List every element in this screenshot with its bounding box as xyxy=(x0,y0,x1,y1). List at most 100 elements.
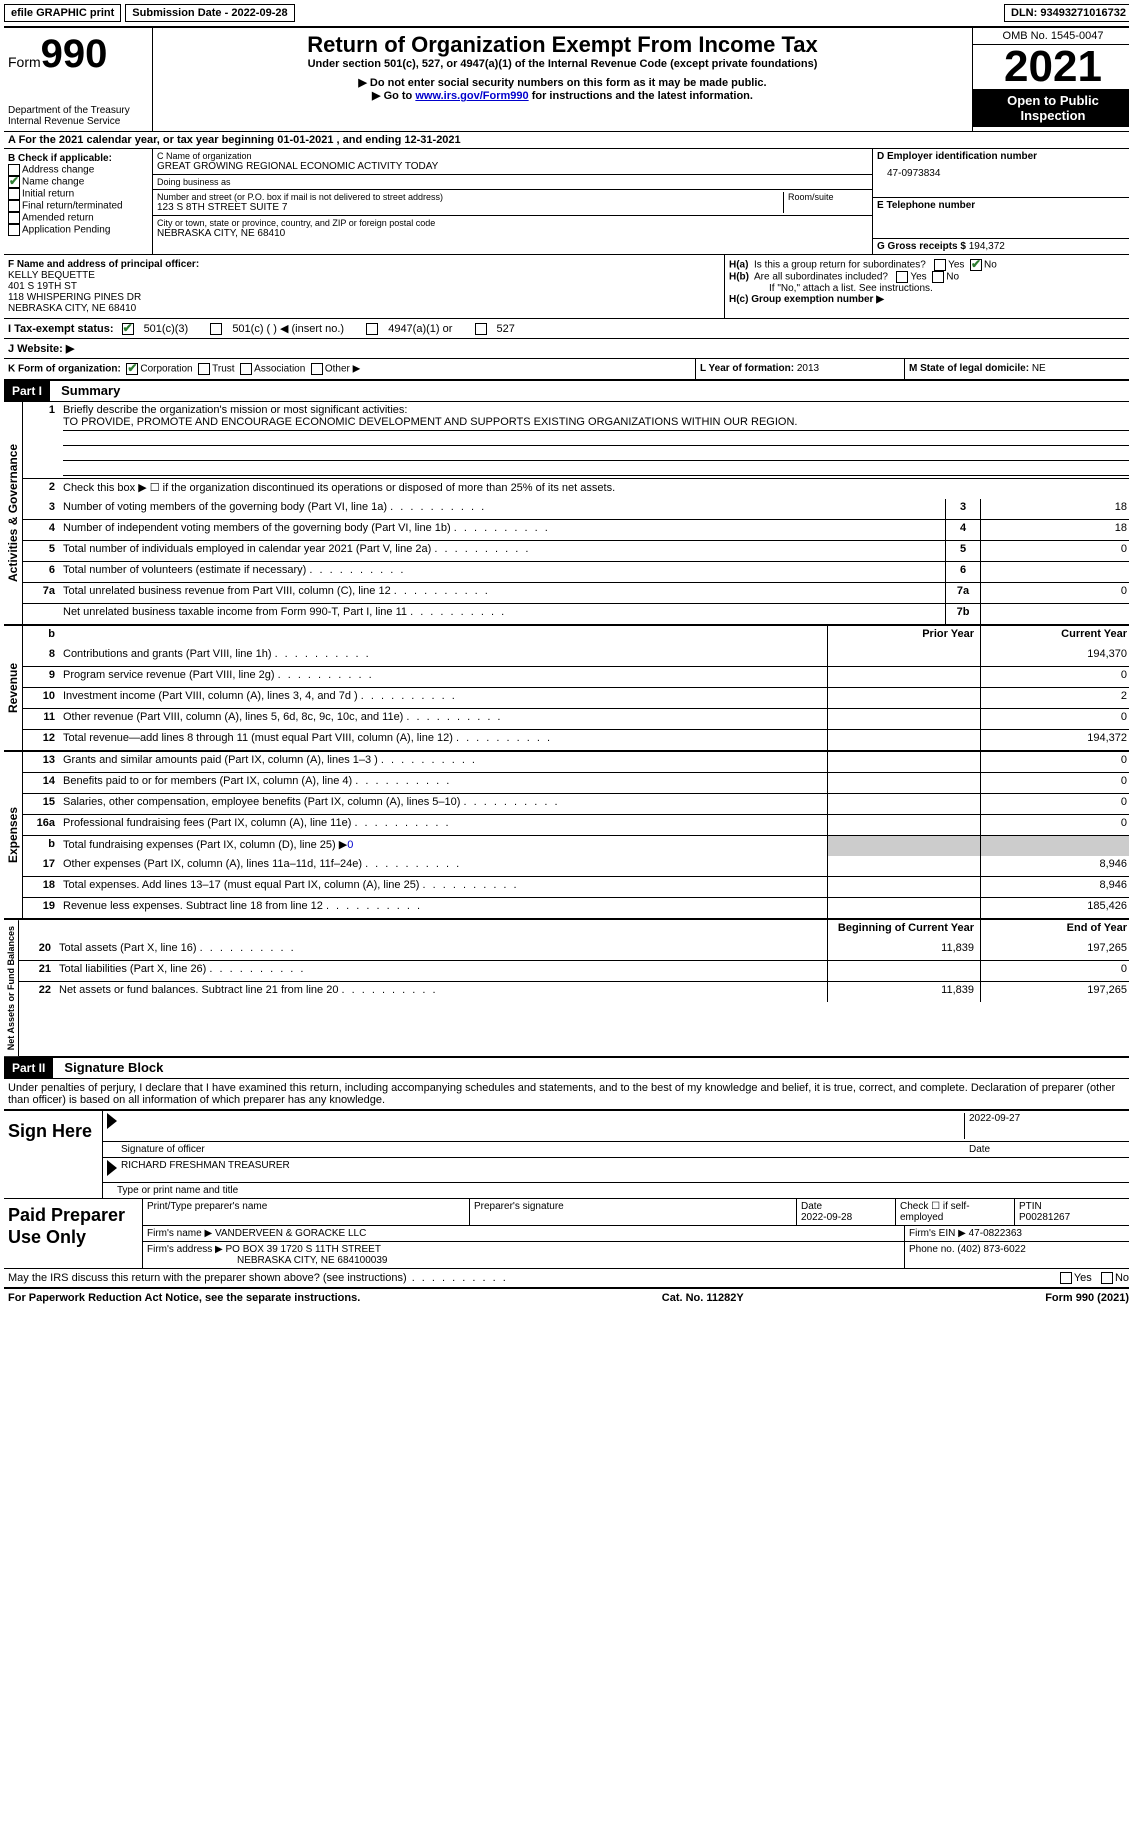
preparer-date: 2022-09-28 xyxy=(801,1212,852,1223)
sign-here-block: Sign Here 2022-09-27 Signature of office… xyxy=(4,1109,1129,1198)
chk-name-change[interactable] xyxy=(8,176,20,188)
mission-text: TO PROVIDE, PROMOTE AND ENCOURAGE ECONOM… xyxy=(63,416,1129,431)
chk-final-return[interactable] xyxy=(8,200,20,212)
summary-line: 10Investment income (Part VIII, column (… xyxy=(23,687,1129,708)
form-subtitle: Under section 501(c), 527, or 4947(a)(1)… xyxy=(161,58,964,70)
block-bcd: B Check if applicable: Address change Na… xyxy=(4,148,1129,254)
summary-line: 5Total number of individuals employed in… xyxy=(23,540,1129,561)
form-ref: Form 990 (2021) xyxy=(1045,1292,1129,1304)
vtab-expenses: Expenses xyxy=(4,752,23,918)
ein: 47-0973834 xyxy=(887,168,1129,179)
discuss-row: May the IRS discuss this return with the… xyxy=(4,1268,1129,1287)
chk-4947[interactable] xyxy=(366,323,378,335)
part-i-header: Part I Summary xyxy=(4,381,1129,401)
footer: For Paperwork Reduction Act Notice, see … xyxy=(4,1287,1129,1307)
shaded-cell xyxy=(980,836,1129,856)
ssn-note: ▶ Do not enter social security numbers o… xyxy=(161,76,964,89)
irs-label: Internal Revenue Service xyxy=(8,116,148,127)
h-a: H(a) Is this a group return for subordin… xyxy=(729,259,1129,271)
part-ii-header: Part II Signature Block xyxy=(4,1058,1129,1078)
h-b: H(b) Are all subordinates included? Yes … xyxy=(729,271,1129,283)
chk-ha-no[interactable] xyxy=(970,259,982,271)
summary-line: 13Grants and similar amounts paid (Part … xyxy=(23,752,1129,772)
chk-hb-yes[interactable] xyxy=(896,271,908,283)
ptin: P00281267 xyxy=(1019,1212,1070,1223)
form-number: Form990 xyxy=(8,32,148,77)
form-header: Form990 Department of the Treasury Inter… xyxy=(4,26,1129,131)
firm-addr1: PO BOX 39 1720 S 11TH STREET xyxy=(226,1244,381,1255)
tax-year: 2021 xyxy=(973,45,1129,89)
dln-box: DLN: 93493271016732 xyxy=(1004,4,1129,22)
row-a-calendar-year: A For the 2021 calendar year, or tax yea… xyxy=(4,131,1129,148)
chk-corp[interactable] xyxy=(126,363,138,375)
chk-527[interactable] xyxy=(475,323,487,335)
printed-name: RICHARD FRESHMAN TREASURER xyxy=(121,1160,290,1180)
summary-line: 11Other revenue (Part VIII, column (A), … xyxy=(23,708,1129,729)
row-klm: K Form of organization: Corporation Trus… xyxy=(4,358,1129,381)
summary-line: 12Total revenue—add lines 8 through 11 (… xyxy=(23,729,1129,750)
firm-ein: 47-0822363 xyxy=(969,1228,1022,1239)
gross-receipts: 194,372 xyxy=(969,241,1005,252)
arrow-icon xyxy=(107,1113,117,1129)
chk-501c3[interactable] xyxy=(122,323,134,335)
vtab-revenue: Revenue xyxy=(4,626,23,750)
irs-link[interactable]: www.irs.gov/Form990 xyxy=(415,90,528,102)
chk-trust[interactable] xyxy=(198,363,210,375)
summary-line: 7aTotal unrelated business revenue from … xyxy=(23,582,1129,603)
summary-expenses: Expenses 13Grants and similar amounts pa… xyxy=(4,752,1129,920)
summary-line: 22Net assets or fund balances. Subtract … xyxy=(19,981,1129,1002)
vtab-net-assets: Net Assets or Fund Balances xyxy=(4,920,19,1056)
summary-line: 21Total liabilities (Part X, line 26) 0 xyxy=(19,960,1129,981)
h-c: H(c) Group exemption number ▶ xyxy=(729,294,1129,305)
summary-line: 4Number of independent voting members of… xyxy=(23,519,1129,540)
cat-no: Cat. No. 11282Y xyxy=(662,1292,744,1304)
state-domicile: NE xyxy=(1032,363,1046,374)
chk-discuss-no[interactable] xyxy=(1101,1272,1113,1284)
firm-name: VANDERVEEN & GORACKE LLC xyxy=(215,1228,366,1239)
row-j-website: J Website: ▶ xyxy=(4,338,1129,358)
arrow-icon xyxy=(107,1160,117,1176)
summary-line: Net unrelated business taxable income fr… xyxy=(23,603,1129,624)
summary-line: 17Other expenses (Part IX, column (A), l… xyxy=(23,856,1129,876)
preparer-phone: (402) 873-6022 xyxy=(957,1244,1025,1255)
summary-line: 19Revenue less expenses. Subtract line 1… xyxy=(23,897,1129,918)
summary-net-assets: Net Assets or Fund Balances Beginning of… xyxy=(4,920,1129,1058)
dept-treasury: Department of the Treasury xyxy=(8,105,148,116)
chk-amended-return[interactable] xyxy=(8,212,20,224)
chk-discuss-yes[interactable] xyxy=(1060,1272,1072,1284)
block-fh: F Name and address of principal officer:… xyxy=(4,254,1129,318)
chk-initial-return[interactable] xyxy=(8,188,20,200)
chk-501c[interactable] xyxy=(210,323,222,335)
summary-governance: Activities & Governance 1 Briefly descri… xyxy=(4,401,1129,626)
org-name: GREAT GROWING REGIONAL ECONOMIC ACTIVITY… xyxy=(157,161,868,172)
shaded-cell xyxy=(827,836,980,856)
goto-note: ▶ Go to www.irs.gov/Form990 for instruct… xyxy=(161,89,964,102)
chk-hb-no[interactable] xyxy=(932,271,944,283)
summary-line: 3Number of voting members of the governi… xyxy=(23,499,1129,519)
summary-revenue: Revenue b Prior Year Current Year 8Contr… xyxy=(4,626,1129,752)
row-i-tax-status: I Tax-exempt status: 501(c)(3) 501(c) ( … xyxy=(4,318,1129,338)
open-public-badge: Open to Public Inspection xyxy=(973,89,1129,127)
chk-other[interactable] xyxy=(311,363,323,375)
efile-topbar: efile GRAPHIC print Submission Date - 20… xyxy=(4,4,1129,22)
col-b-checkboxes: B Check if applicable: Address change Na… xyxy=(4,149,153,254)
form-title: Return of Organization Exempt From Incom… xyxy=(161,32,964,58)
chk-assoc[interactable] xyxy=(240,363,252,375)
firm-addr2: NEBRASKA CITY, NE 684100039 xyxy=(237,1255,387,1266)
paid-preparer-block: Paid Preparer Use Only Print/Type prepar… xyxy=(4,1198,1129,1268)
vtab-governance: Activities & Governance xyxy=(4,402,23,624)
efile-label: efile GRAPHIC print xyxy=(11,7,114,19)
summary-line: 18Total expenses. Add lines 13–17 (must … xyxy=(23,876,1129,897)
penalty-statement: Under penalties of perjury, I declare th… xyxy=(4,1078,1129,1109)
summary-line: 9Program service revenue (Part VIII, lin… xyxy=(23,666,1129,687)
efile-graphic-box: efile GRAPHIC print xyxy=(4,4,121,22)
chk-application-pending[interactable] xyxy=(8,224,20,236)
summary-line: 15Salaries, other compensation, employee… xyxy=(23,793,1129,814)
chk-ha-yes[interactable] xyxy=(934,259,946,271)
city-state-zip: NEBRASKA CITY, NE 68410 xyxy=(157,228,868,239)
summary-line: 14Benefits paid to or for members (Part … xyxy=(23,772,1129,793)
street-address: 123 S 8TH STREET SUITE 7 xyxy=(157,202,783,213)
summary-line: 6Total number of volunteers (estimate if… xyxy=(23,561,1129,582)
summary-line: 16aProfessional fundraising fees (Part I… xyxy=(23,814,1129,835)
summary-line: 20Total assets (Part X, line 16) 11,8391… xyxy=(19,940,1129,960)
